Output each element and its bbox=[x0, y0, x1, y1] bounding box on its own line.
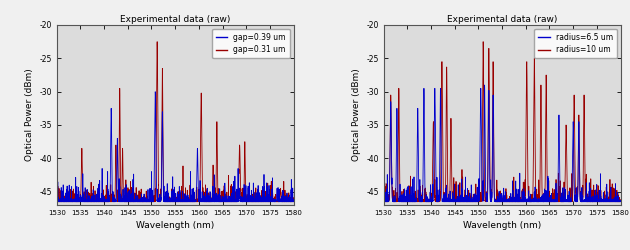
Title: Experimental data (raw): Experimental data (raw) bbox=[120, 15, 231, 24]
Legend: gap=0.39 um, gap=0.31 um: gap=0.39 um, gap=0.31 um bbox=[212, 29, 290, 58]
X-axis label: Wavelength (nm): Wavelength (nm) bbox=[136, 222, 214, 230]
Y-axis label: Optical Power (dBm): Optical Power (dBm) bbox=[25, 68, 34, 162]
Legend: radius=6.5 um, radius=10 um: radius=6.5 um, radius=10 um bbox=[534, 29, 617, 58]
Title: Experimental data (raw): Experimental data (raw) bbox=[447, 15, 558, 24]
Y-axis label: Optical Power (dBm): Optical Power (dBm) bbox=[352, 68, 361, 162]
X-axis label: Wavelength (nm): Wavelength (nm) bbox=[463, 222, 541, 230]
